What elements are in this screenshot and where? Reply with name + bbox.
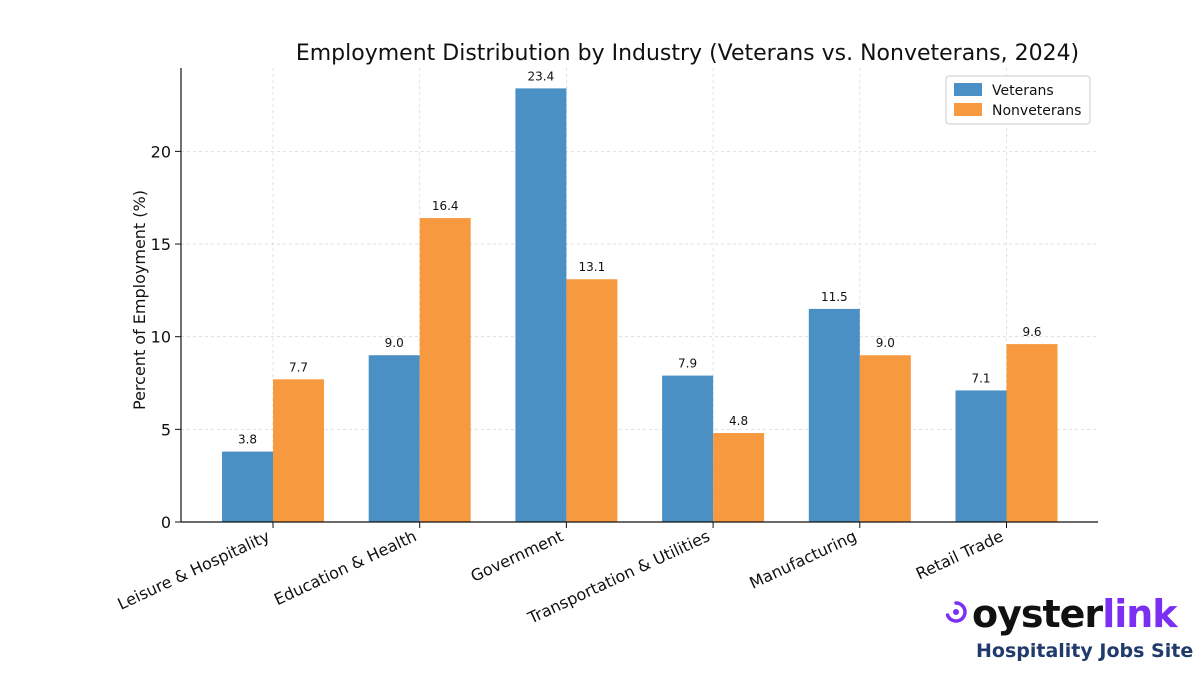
- veterans-bar: [955, 390, 1007, 522]
- nonveterans-bar: [273, 379, 324, 522]
- logo-word-part2: link: [1102, 592, 1177, 636]
- chart-title: Employment Distribution by Industry (Vet…: [296, 41, 1079, 66]
- x-tick-label: Leisure & Hospitality: [115, 526, 273, 613]
- legend-swatch-nonveterans: [954, 103, 982, 116]
- x-tick-label: Education & Health: [271, 526, 419, 609]
- veterans-bar: [662, 375, 714, 522]
- y-axis-label: Percent of Employment (%): [130, 190, 149, 410]
- nonveterans-bar: [713, 433, 765, 522]
- bar-value-label: 13.1: [579, 260, 606, 274]
- bar-value-label: 7.9: [678, 357, 697, 371]
- legend-label: Veterans: [992, 83, 1054, 99]
- legend-swatch-veterans: [954, 83, 982, 96]
- y-tick-label: 15: [151, 235, 171, 254]
- bar-value-label: 11.5: [821, 290, 848, 304]
- logo-word-part1: oyster: [972, 592, 1103, 636]
- oysterlink-logo: oysterlink Hospitality Jobs Site: [940, 592, 1194, 672]
- legend-label: Nonveterans: [992, 103, 1081, 119]
- x-tick-label: Manufacturing: [746, 526, 859, 592]
- bar-value-label: 4.8: [729, 414, 748, 428]
- veterans-bar: [515, 88, 567, 523]
- y-tick-label: 20: [151, 142, 171, 161]
- nonveterans-bar: [859, 355, 911, 522]
- veterans-bar: [222, 451, 273, 522]
- y-tick-label: 10: [151, 328, 171, 347]
- bar-value-label: 9.6: [1022, 325, 1041, 339]
- logo-tagline: Hospitality Jobs Site: [976, 640, 1194, 662]
- nonveterans-bar: [566, 279, 618, 522]
- bar-value-label: 23.4: [528, 69, 555, 83]
- nonveterans-bar: [1006, 344, 1058, 522]
- y-tick-label: 5: [161, 420, 171, 439]
- bar-value-label: 9.0: [385, 336, 404, 350]
- bar-value-label: 16.4: [432, 199, 459, 213]
- x-tick-label: Retail Trade: [913, 526, 1006, 583]
- logo-wordmark: oysterlink: [972, 592, 1178, 636]
- oyster-swirl-icon: [945, 601, 967, 623]
- bar-value-label: 9.0: [876, 336, 895, 350]
- veterans-bar: [808, 308, 860, 522]
- bar-value-label: 3.8: [238, 433, 257, 447]
- bar-value-label: 7.7: [289, 360, 308, 374]
- x-tick-label: Government: [468, 526, 566, 585]
- nonveterans-bar: [419, 218, 471, 522]
- bar-value-label: 7.1: [971, 371, 990, 385]
- y-tick-label: 0: [161, 513, 171, 532]
- veterans-bar: [368, 355, 420, 522]
